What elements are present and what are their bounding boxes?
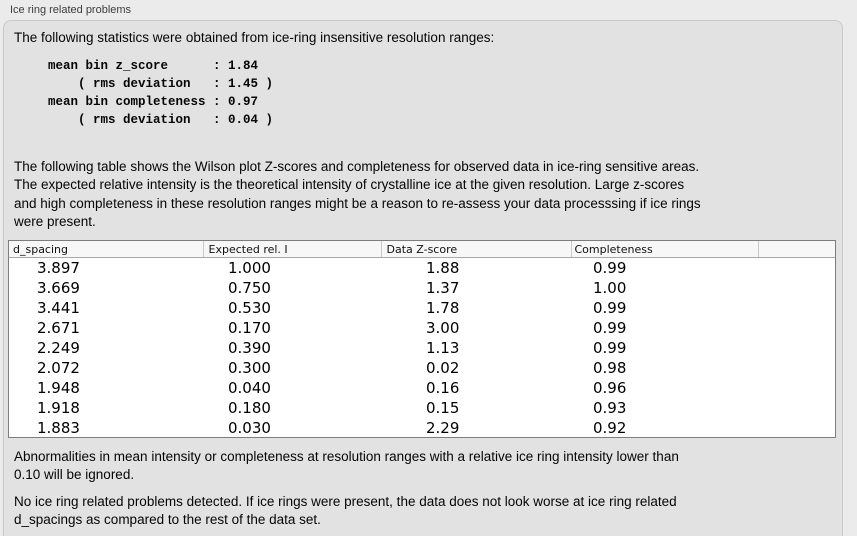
table-cell: 2.29 bbox=[426, 419, 460, 437]
table-cell bbox=[758, 398, 835, 418]
table-cell: 0.99 bbox=[593, 299, 627, 317]
section-title: Ice ring related problems bbox=[10, 4, 132, 16]
table-cell: 1.78 bbox=[426, 299, 460, 317]
table-cell: 1.13 bbox=[426, 339, 460, 357]
table-cell: 2.671 bbox=[37, 319, 80, 337]
table-row[interactable]: 3.897 1.000 1.88 0.99 bbox=[9, 258, 835, 279]
ice-ring-data-table: d_spacing Expected rel. I Data Z-score Comp… bbox=[9, 241, 835, 438]
table-cell: 0.300 bbox=[228, 359, 271, 377]
column-header-completeness[interactable]: Completeness bbox=[571, 241, 759, 258]
table-cell: 0.750 bbox=[228, 279, 271, 297]
table-cell: 1.88 bbox=[426, 259, 460, 277]
table-cell: 0.99 bbox=[593, 319, 627, 337]
table-cell: 0.030 bbox=[228, 419, 271, 437]
table-cell: 0.99 bbox=[593, 259, 627, 277]
table-cell: 1.37 bbox=[426, 279, 460, 297]
table-cell: 0.170 bbox=[228, 319, 271, 337]
table-cell bbox=[758, 318, 835, 338]
table-cell: 1.918 bbox=[37, 399, 80, 417]
table-cell: 0.15 bbox=[426, 399, 460, 417]
table-cell: 3.441 bbox=[37, 299, 80, 317]
table-intro-text: The following table shows the Wilson plo… bbox=[14, 159, 701, 229]
table-cell: 1.000 bbox=[228, 259, 271, 277]
table-row[interactable]: 2.072 0.300 0.02 0.98 bbox=[9, 358, 835, 378]
table-cell: 0.180 bbox=[228, 399, 271, 417]
ice-ring-table: d_spacing Expected rel. I Data Z-score Comp… bbox=[8, 240, 836, 438]
table-row[interactable]: 2.249 0.390 1.13 0.99 bbox=[9, 338, 835, 358]
column-header-data-z-score[interactable]: Data Z-score bbox=[381, 241, 572, 258]
table-cell: 0.16 bbox=[426, 379, 460, 397]
table-cell bbox=[758, 298, 835, 318]
table-row[interactable]: 3.441 0.530 1.78 0.99 bbox=[9, 298, 835, 318]
table-cell: 0.99 bbox=[593, 339, 627, 357]
table-row[interactable]: 1.948 0.040 0.16 0.96 bbox=[9, 378, 835, 398]
table-cell bbox=[758, 418, 835, 438]
table-cell: 2.072 bbox=[37, 359, 80, 377]
column-header-empty bbox=[758, 241, 835, 258]
table-cell: 3.00 bbox=[426, 319, 460, 337]
column-header-expected-rel-i[interactable]: Expected rel. I bbox=[203, 241, 382, 258]
table-cell bbox=[758, 338, 835, 358]
table-cell: 0.040 bbox=[228, 379, 271, 397]
table-cell: 0.02 bbox=[426, 359, 460, 377]
table-row[interactable]: 1.918 0.180 0.15 0.93 bbox=[9, 398, 835, 418]
conclusion-note: No ice ring related problems detected. I… bbox=[14, 494, 677, 528]
table-cell: 0.92 bbox=[593, 419, 627, 437]
stats-values-block: mean bin z_score : 1.84 ( rms deviation … bbox=[48, 59, 274, 127]
table-cell bbox=[758, 278, 835, 298]
table-cell: 3.669 bbox=[37, 279, 80, 297]
table-cell bbox=[758, 258, 835, 279]
stats-intro-text: The following statistics were obtained f… bbox=[14, 30, 495, 45]
table-cell: 1.948 bbox=[37, 379, 80, 397]
table-cell bbox=[758, 358, 835, 378]
table-row[interactable]: 3.669 0.750 1.37 1.00 bbox=[9, 278, 835, 298]
table-cell: 0.98 bbox=[593, 359, 627, 377]
table-cell: 1.883 bbox=[37, 419, 80, 437]
table-header-row: d_spacing Expected rel. I Data Z-score Comp… bbox=[9, 241, 835, 258]
table-cell: 2.249 bbox=[37, 339, 80, 357]
table-row[interactable]: 1.883 0.030 2.29 0.92 bbox=[9, 418, 835, 438]
table-cell: 0.93 bbox=[593, 399, 627, 417]
table-row[interactable]: 2.671 0.170 3.00 0.99 bbox=[9, 318, 835, 338]
table-cell: 0.96 bbox=[593, 379, 627, 397]
table-cell: 0.390 bbox=[228, 339, 271, 357]
table-cell: 3.897 bbox=[37, 259, 80, 277]
table-cell: 0.530 bbox=[228, 299, 271, 317]
ignore-threshold-note: Abnormalities in mean intensity or compl… bbox=[14, 449, 679, 483]
column-header-d-spacing[interactable]: d_spacing bbox=[9, 241, 204, 258]
table-cell bbox=[758, 378, 835, 398]
table-cell: 1.00 bbox=[593, 279, 627, 297]
